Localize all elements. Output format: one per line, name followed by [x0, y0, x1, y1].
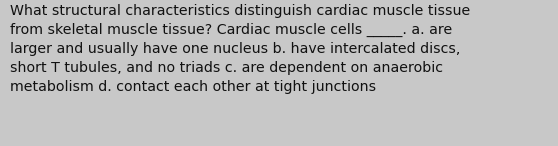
Text: What structural characteristics distinguish cardiac muscle tissue
from skeletal : What structural characteristics distingu… [10, 4, 470, 94]
